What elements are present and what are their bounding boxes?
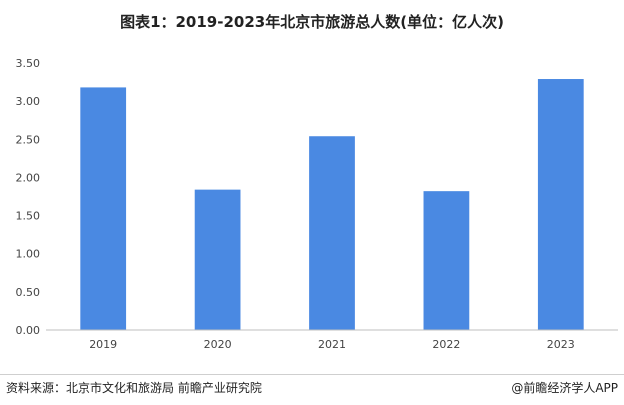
y-tick-label: 3.00 bbox=[16, 95, 41, 108]
x-axis: 2019 2020 2021 2022 2023 bbox=[46, 329, 618, 351]
y-axis: 0.00 0.50 1.00 1.50 2.00 2.50 3.00 3.50 bbox=[16, 57, 41, 337]
bars bbox=[80, 79, 584, 331]
bar-2023 bbox=[537, 79, 584, 331]
y-tick-label: 1.50 bbox=[16, 210, 41, 223]
source-note: 资料来源：北京市文化和旅游局 前瞻产业研究院 bbox=[6, 381, 262, 395]
bar-2022 bbox=[423, 191, 470, 330]
chart-title: 图表1：2019-2023年北京市旅游总人数(单位：亿人次) bbox=[120, 13, 504, 31]
x-tick-label: 2020 bbox=[204, 338, 232, 351]
y-tick-label: 0.50 bbox=[16, 286, 41, 299]
x-tick-label: 2023 bbox=[547, 338, 575, 351]
y-tick-label: 0.00 bbox=[16, 324, 41, 337]
x-tick-label: 2019 bbox=[89, 338, 117, 351]
y-tick-label: 3.50 bbox=[16, 57, 41, 70]
y-tick-label: 1.00 bbox=[16, 248, 41, 261]
x-tick-label: 2022 bbox=[432, 338, 460, 351]
brand-label: @前瞻经济学人APP bbox=[511, 381, 618, 395]
x-tick-label: 2021 bbox=[318, 338, 346, 351]
bar-2020 bbox=[194, 189, 241, 330]
bar-2019 bbox=[80, 87, 127, 330]
footer: 资料来源：北京市文化和旅游局 前瞻产业研究院 @前瞻经济学人APP bbox=[0, 374, 624, 397]
y-tick-label: 2.50 bbox=[16, 133, 41, 146]
bar-2021 bbox=[309, 136, 355, 330]
y-tick-label: 2.00 bbox=[16, 171, 41, 184]
